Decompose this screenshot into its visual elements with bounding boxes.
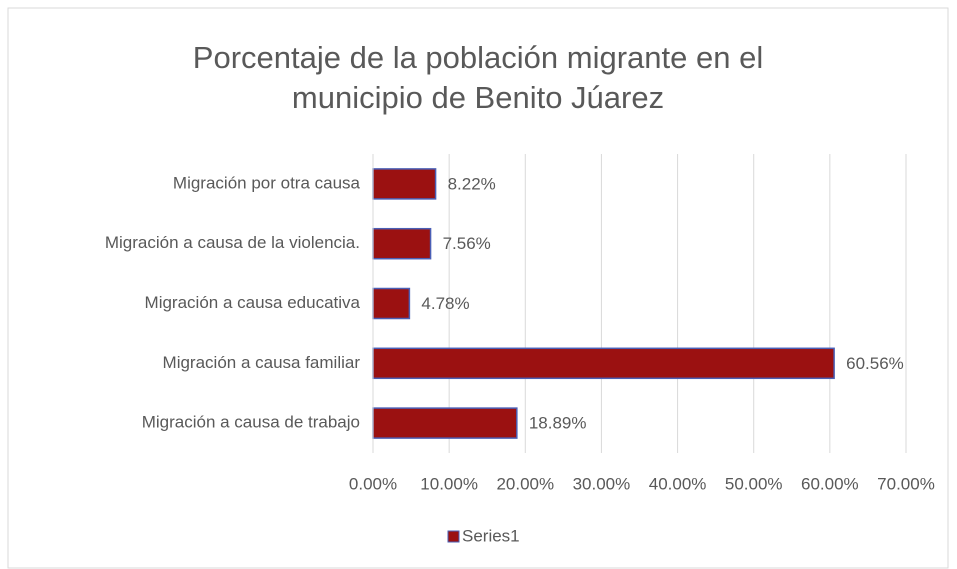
bar xyxy=(372,227,432,260)
y-tick-label: Migración a causa educativa xyxy=(145,293,361,312)
x-tick-label: 30.00% xyxy=(573,474,631,493)
data-label: 4.78% xyxy=(421,294,469,313)
y-tick-label: Migración a causa de trabajo xyxy=(142,413,360,432)
chart-border xyxy=(7,7,949,569)
data-label: 18.89% xyxy=(529,414,587,433)
y-tick-label: Migración a causa familiar xyxy=(163,353,361,372)
x-tick-label: 40.00% xyxy=(649,474,707,493)
y-tick-label: Migración por otra causa xyxy=(173,173,361,192)
bar xyxy=(372,168,437,200)
x-tick-label: 50.00% xyxy=(725,474,783,493)
data-label: 8.22% xyxy=(448,174,496,193)
data-label: 7.56% xyxy=(443,234,491,253)
x-tick-label: 10.00% xyxy=(420,474,478,493)
data-label: 60.56% xyxy=(846,354,904,373)
x-tick-label: 60.00% xyxy=(801,474,859,493)
legend-swatch xyxy=(447,530,460,543)
x-tick-label: 0.00% xyxy=(349,474,397,493)
bar xyxy=(372,407,518,439)
y-tick-label: Migración a causa de la violencia. xyxy=(105,233,360,252)
legend-label: Series1 xyxy=(462,526,520,545)
x-tick-label: 20.00% xyxy=(496,474,554,493)
bar xyxy=(372,287,411,320)
chart-title: Porcentaje de la población migrante en e… xyxy=(192,40,764,115)
bar xyxy=(372,347,835,380)
x-tick-label: 70.00% xyxy=(877,474,935,493)
